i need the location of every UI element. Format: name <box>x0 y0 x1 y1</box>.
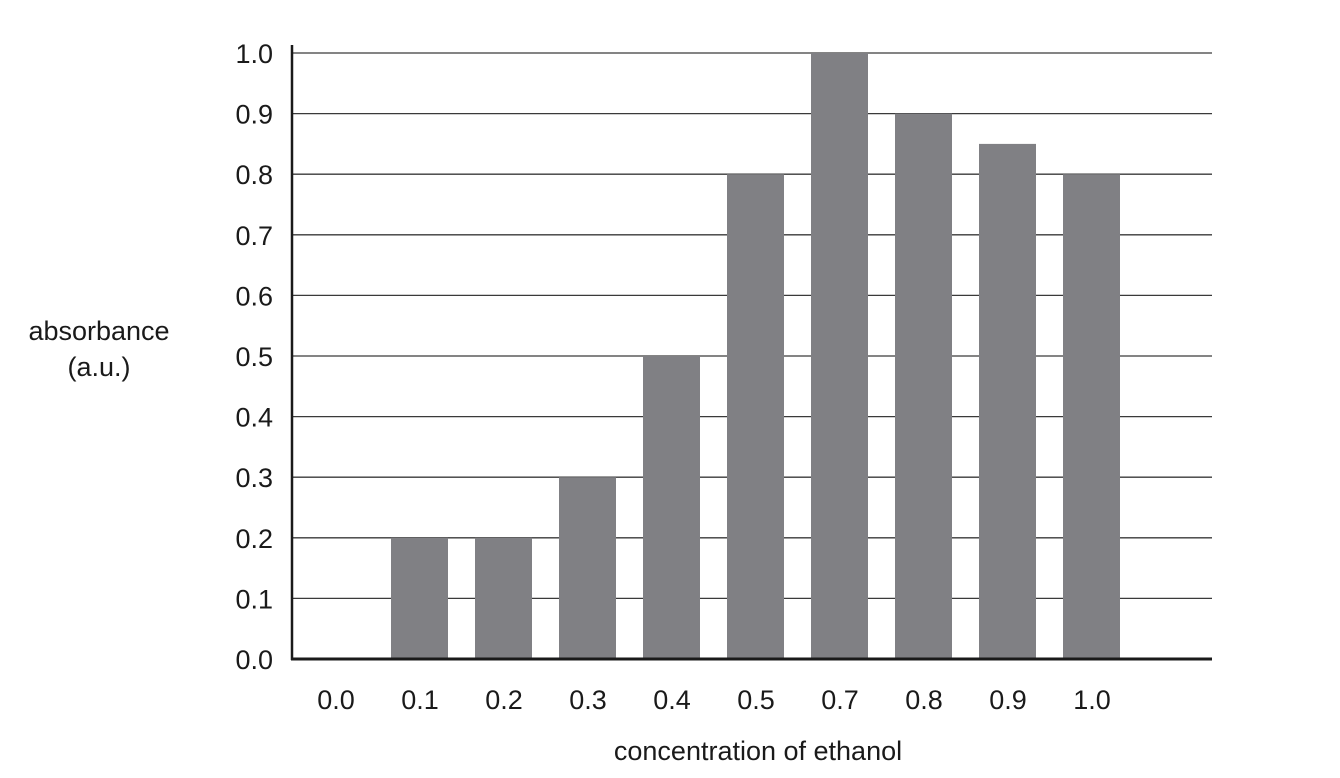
y-tick-label: 1.0 <box>235 39 273 69</box>
x-tick-label: 1.0 <box>1073 685 1111 715</box>
x-axis-label: concentration of ethanol <box>614 736 902 766</box>
x-tick-label: 0.0 <box>317 685 355 715</box>
bar <box>391 537 448 659</box>
y-tick-label: 0.0 <box>235 645 273 675</box>
x-tick-label: 0.7 <box>821 685 859 715</box>
x-tick-label: 0.1 <box>401 685 439 715</box>
y-axis-label-line-2: (a.u.) <box>67 352 130 382</box>
y-tick-label: 0.9 <box>235 100 273 130</box>
bar <box>727 174 784 659</box>
bar <box>979 143 1036 659</box>
bar <box>895 113 952 660</box>
y-tick-label: 0.3 <box>235 463 273 493</box>
x-tick-label: 0.9 <box>989 685 1027 715</box>
x-tick-label: 0.2 <box>485 685 523 715</box>
bar <box>643 356 700 659</box>
y-tick-labels: 0.0 0.1 0.2 0.3 0.4 0.5 0.6 0.7 0.8 0.9 1.0 <box>235 39 273 675</box>
y-tick-label: 0.6 <box>235 281 273 311</box>
y-tick-label: 0.4 <box>235 403 273 433</box>
y-tick-label: 0.5 <box>235 342 273 372</box>
x-tick-label: 0.3 <box>569 685 607 715</box>
x-tick-label: 0.4 <box>653 685 691 715</box>
y-tick-label: 0.8 <box>235 160 273 190</box>
y-tick-label: 0.7 <box>235 221 273 251</box>
y-axis-label-line-1: absorbance <box>28 316 169 346</box>
y-tick-label: 0.1 <box>235 584 273 614</box>
y-tick-label: 0.2 <box>235 524 273 554</box>
x-tick-label: 0.5 <box>737 685 775 715</box>
x-tick-labels: 0.0 0.1 0.2 0.3 0.4 0.5 0.7 0.8 0.9 1.0 <box>317 685 1111 715</box>
bar <box>559 477 616 659</box>
bar <box>1063 174 1120 659</box>
bar <box>475 537 532 659</box>
axes <box>290 45 1212 661</box>
bars <box>391 53 1120 660</box>
bar <box>811 53 868 659</box>
x-tick-label: 0.8 <box>905 685 943 715</box>
